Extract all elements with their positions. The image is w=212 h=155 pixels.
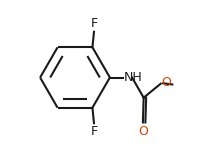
- Text: F: F: [91, 17, 98, 30]
- Text: O: O: [139, 125, 149, 138]
- Text: F: F: [91, 125, 98, 138]
- Text: NH: NH: [123, 71, 142, 84]
- Text: O: O: [162, 76, 171, 89]
